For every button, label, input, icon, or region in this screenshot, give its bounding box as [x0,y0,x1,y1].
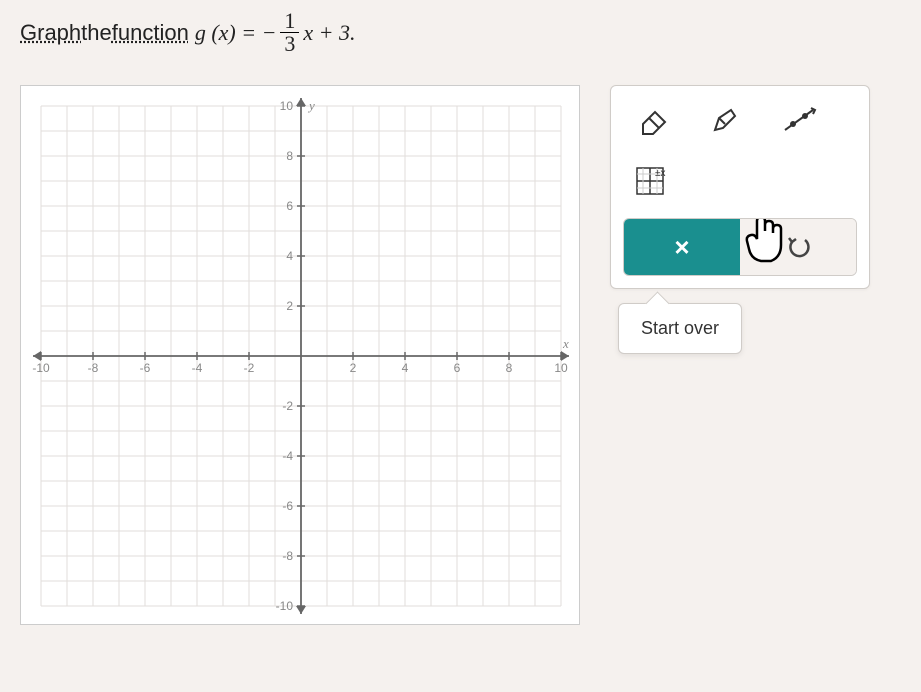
svg-text:-6: -6 [140,361,151,375]
action-row: × [623,218,857,276]
tooltip-text: Start over [641,318,719,338]
grid-zoom-icon: ±x [631,164,671,198]
fraction-numerator: 1 [280,10,299,33]
svg-text:-4: -4 [282,449,293,463]
svg-text:-2: -2 [244,361,255,375]
grid-zoom-tool[interactable]: ±x [623,158,679,204]
line-tool[interactable] [771,98,827,144]
svg-text:4: 4 [402,361,409,375]
line-icon [779,106,819,136]
svg-text:10: 10 [554,361,568,375]
tooltip-start-over: Start over [618,303,742,354]
tool-panel: ±x × [610,85,870,289]
eraser-icon [631,106,671,136]
fraction: 1 3 [280,10,299,55]
svg-text:y: y [307,98,315,113]
svg-text:4: 4 [286,249,293,263]
eq-left: g (x) = − [195,20,277,46]
undo-icon [785,234,811,260]
link-function[interactable]: function [112,20,189,46]
svg-text:-10: -10 [276,599,294,613]
svg-text:-6: -6 [282,499,293,513]
toolbox: ±x × Start over [610,85,870,354]
svg-text:2: 2 [350,361,357,375]
svg-text:6: 6 [286,199,293,213]
svg-text:-10: -10 [32,361,50,375]
eq-right: x + 3. [303,20,355,46]
text-the: the [81,20,112,46]
question-prompt: Graph the function g (x) = − 1 3 x + 3. [20,10,901,55]
svg-text:8: 8 [506,361,513,375]
svg-text:±x: ±x [655,168,666,179]
svg-text:2: 2 [286,299,293,313]
svg-text:-8: -8 [88,361,99,375]
clear-button[interactable]: × [624,219,740,275]
pencil-icon [705,106,745,136]
close-icon: × [674,232,689,263]
svg-text:6: 6 [454,361,461,375]
svg-text:-2: -2 [282,399,293,413]
svg-text:-8: -8 [282,549,293,563]
graph-canvas[interactable]: -10 -8 -6 -4 -2 2 4 6 8 10 -10 -8 -6 -4 -2 2 4 6 8 10 x y [20,85,580,625]
fraction-denominator: 3 [280,33,299,55]
svg-text:8: 8 [286,149,293,163]
eraser-tool[interactable] [623,98,679,144]
svg-text:10: 10 [280,99,294,113]
link-graph[interactable]: Graph [20,20,81,46]
coordinate-grid: -10 -8 -6 -4 -2 2 4 6 8 10 -10 -8 -6 -4 -2 2 4 6 8 10 x y [21,86,581,626]
pencil-tool[interactable] [697,98,753,144]
undo-button[interactable] [740,219,856,275]
svg-text:-4: -4 [192,361,203,375]
svg-text:x: x [562,336,569,351]
equation: g (x) = − 1 3 x + 3. [195,10,356,55]
